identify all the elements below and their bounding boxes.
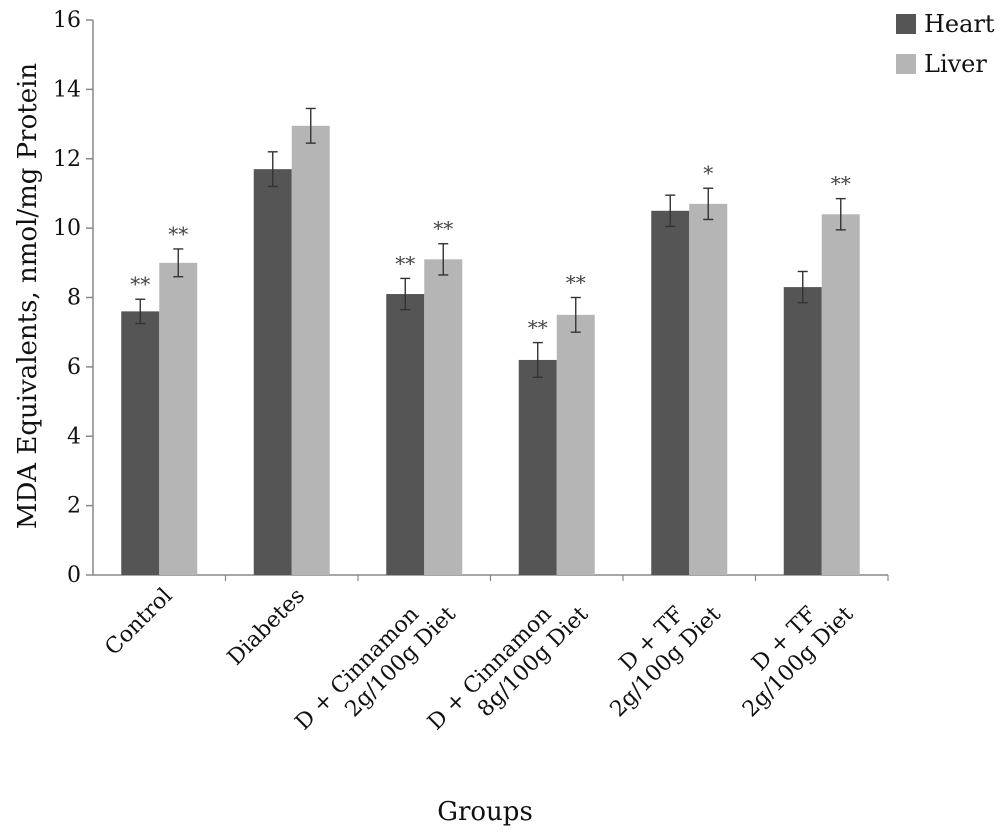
legend-swatch-heart bbox=[896, 14, 916, 34]
significance-mark: ** bbox=[433, 217, 453, 241]
y-tick-label: 12 bbox=[53, 147, 81, 172]
x-tick-label: Diabetes bbox=[223, 584, 310, 671]
significance-mark: ** bbox=[395, 251, 415, 275]
legend: Heart Liver bbox=[896, 10, 995, 78]
bar-liver bbox=[159, 262, 198, 575]
x-tick-label: D + TF2g/100g Diet bbox=[587, 583, 726, 722]
bar-heart bbox=[518, 359, 557, 575]
significance-mark: ** bbox=[528, 316, 548, 340]
x-axis-title: Groups bbox=[437, 797, 533, 827]
bar-heart bbox=[386, 294, 425, 575]
bar-liver bbox=[556, 314, 595, 575]
y-axis-title: MDA Equivalents, nmol/mg Protein bbox=[13, 63, 43, 530]
bar-liver bbox=[291, 125, 330, 575]
bars: ************* ** bbox=[121, 107, 860, 575]
significance-mark: ** bbox=[168, 222, 188, 246]
legend-swatch-liver bbox=[896, 54, 916, 74]
legend-label-heart: Heart bbox=[924, 10, 995, 38]
bar-liver bbox=[689, 203, 728, 575]
bar-heart bbox=[121, 311, 160, 575]
y-tick-label: 2 bbox=[67, 494, 81, 519]
y-tick-label: 0 bbox=[67, 563, 81, 588]
bar-liver bbox=[424, 259, 463, 575]
x-tick-label: D + TF2g/100g Diet bbox=[720, 583, 859, 722]
legend-label-liver: Liver bbox=[924, 50, 987, 78]
y-tick-label: 8 bbox=[67, 286, 81, 311]
significance-mark: ** bbox=[831, 172, 851, 196]
bar-liver bbox=[821, 214, 860, 575]
y-tick-label: 16 bbox=[53, 8, 81, 33]
y-tick-label: 6 bbox=[67, 355, 81, 380]
bar-heart bbox=[651, 210, 690, 575]
x-tick-label: Control bbox=[100, 584, 177, 661]
y-tick-label: 10 bbox=[53, 216, 81, 241]
significance-mark: ** bbox=[130, 272, 150, 296]
significance-mark: ** bbox=[566, 271, 586, 295]
y-tick-label: 4 bbox=[67, 424, 81, 449]
bar-heart bbox=[783, 287, 822, 575]
axes: 0 2 4 6 8 10 12 14 16 bbox=[53, 8, 889, 588]
bar-heart bbox=[253, 169, 292, 575]
significance-mark: * bbox=[703, 161, 713, 185]
y-tick-label: 14 bbox=[53, 77, 81, 102]
